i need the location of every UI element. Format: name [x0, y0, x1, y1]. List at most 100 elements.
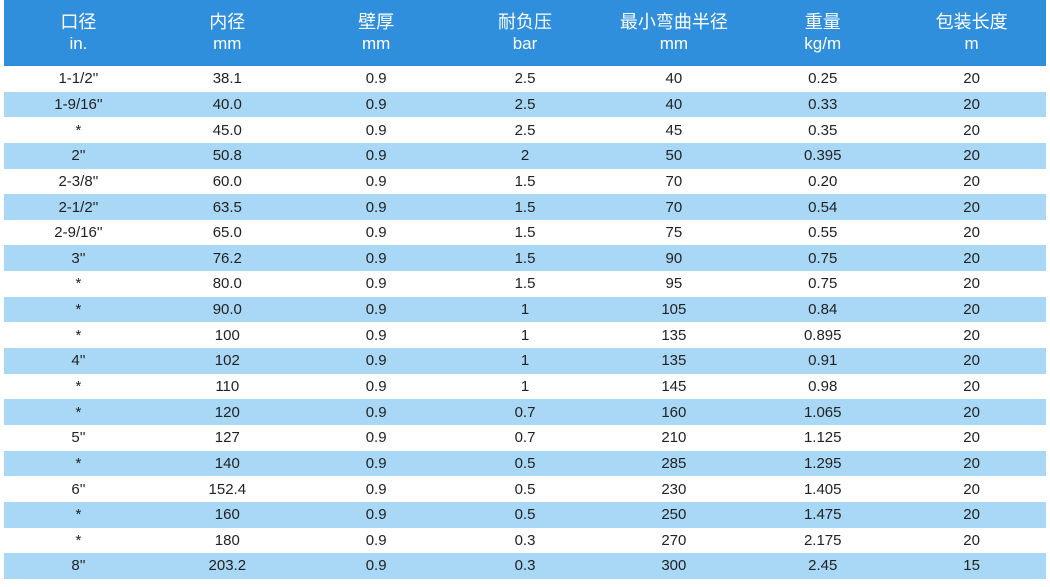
table-cell: 6''	[71, 480, 86, 498]
table-cell: 160	[214, 506, 240, 524]
table-cell: 2.5	[514, 95, 536, 113]
table-cell: 203.2	[208, 557, 247, 575]
table-cell: 0.9	[365, 147, 387, 165]
table-cell: 2	[520, 147, 530, 165]
spec-table: 口径 in. 内径 mm 壁厚 mm 耐负压 bar 最小弯曲半径 mm 重量 kg/m 包装长度 m 1…	[4, 0, 1046, 587]
table-cell: 285	[661, 454, 687, 472]
table-cell: *	[75, 301, 82, 319]
table-cell: 1.475	[803, 506, 842, 524]
table-row: 1-9/16'' 40.0 0.9 2.5 40 0.33 20	[4, 91, 1046, 118]
table-cell: 0.9	[365, 506, 387, 524]
table-row: 2-9/16'' 65.0 0.9 1.5 75 0.55 20	[4, 220, 1046, 246]
table-cell: 20	[963, 429, 980, 447]
column-unit: in.	[69, 34, 88, 53]
table-row: * 110 0.9 1 145 0.98 20	[4, 374, 1046, 400]
table-cell: 0.25	[808, 70, 838, 88]
table-cell: *	[75, 326, 82, 344]
table-cell: *	[75, 378, 82, 395]
table-cell: 0.9	[365, 480, 387, 498]
table-row: * 80.0 0.9 1.5 95 0.75 20	[4, 271, 1046, 297]
table-cell: 70	[665, 198, 683, 216]
table-cell: 4''	[71, 352, 86, 370]
column-label: 口径	[60, 12, 97, 32]
table-cell: 8''	[71, 557, 86, 575]
table-row: 3'' 76.2 0.9 1.5 90 0.75 20	[4, 245, 1046, 272]
table-cell: 1.5	[514, 198, 536, 216]
table-cell: 0.9	[365, 429, 387, 447]
table-cell: 40	[665, 95, 683, 113]
column-label: 壁厚	[358, 12, 395, 32]
table-cell: 1.5	[514, 172, 536, 190]
column-label: 内径	[209, 12, 246, 32]
column-label: 最小弯曲半径	[619, 12, 728, 32]
table-cell: 127	[214, 429, 240, 447]
table-cell: 45	[665, 121, 683, 139]
table-cell: 1.5	[514, 275, 536, 293]
table-cell: 0.895	[803, 326, 842, 344]
table-cell: 20	[963, 249, 980, 267]
table-cell: 110	[215, 378, 240, 395]
table-row: * 45.0 0.9 2.5 45 0.35 20	[4, 117, 1046, 143]
table-cell: 2-1/2''	[58, 198, 99, 216]
table-cell: 160	[661, 403, 687, 421]
table-cell: 250	[661, 506, 687, 524]
table-cell: 0.395	[803, 147, 842, 165]
table-row: 5'' 127 0.9 0.7 210 1.125 20	[4, 425, 1046, 451]
table-cell: 0.9	[365, 531, 387, 549]
table-row: 2-1/2'' 63.5 0.9 1.5 70 0.54 20	[4, 194, 1046, 220]
column-unit: mm	[213, 34, 242, 53]
table-cell: 1.5	[514, 224, 536, 242]
table-cell: 0.55	[808, 224, 838, 242]
table-cell: 80.0	[212, 275, 242, 293]
table-row: * 120 0.9 0.7 160 1.065 20	[4, 399, 1046, 425]
table-cell: 20	[963, 224, 980, 242]
table-cell: 0.35	[808, 121, 838, 139]
table-cell: 0.7	[514, 403, 536, 421]
column-unit: kg/m	[804, 34, 842, 53]
table-row: * 140 0.9 0.5 285 1.295 20	[4, 450, 1046, 477]
table-cell: 76.2	[212, 249, 242, 267]
table-cell: 70	[665, 172, 683, 190]
table-row: 1-1/2'' 38.1 0.9 2.5 40 0.25 20	[4, 66, 1046, 92]
table-cell: 0.9	[365, 403, 387, 421]
table-cell: 2-3/8''	[58, 172, 99, 190]
table-cell: *	[75, 506, 82, 524]
table-cell: 0.9	[365, 326, 387, 344]
table-cell: 120	[214, 403, 240, 421]
column-header: 最小弯曲半径 mm	[599, 0, 748, 66]
table-cell: 2.175	[803, 531, 842, 549]
table-row: 2-3/8'' 60.0 0.9 1.5 70 0.20 20	[4, 169, 1046, 195]
table-cell: 135	[661, 352, 687, 370]
table-cell: 2''	[71, 147, 86, 165]
table-cell: 40	[665, 70, 683, 88]
table-cell: 20	[963, 378, 980, 395]
table-cell: 0.54	[808, 198, 838, 216]
table-cell: 20	[963, 121, 980, 139]
table-cell: 0.9	[365, 275, 387, 293]
table-cell: *	[75, 275, 82, 293]
table-cell: 20	[963, 531, 980, 549]
table-cell: 0.9	[365, 121, 387, 139]
column-label: 耐负压	[498, 12, 552, 32]
table-cell: 0.9	[365, 352, 387, 370]
table-cell: 5''	[71, 429, 86, 447]
table-cell: *	[75, 454, 82, 472]
table-cell: 20	[963, 95, 980, 113]
column-header: 重量 kg/m	[748, 0, 897, 66]
table-cell: 1	[520, 352, 530, 370]
table-cell: 20	[963, 403, 980, 421]
table-cell: *	[75, 121, 82, 139]
column-header: 壁厚 mm	[302, 0, 451, 66]
table-cell: *	[75, 531, 82, 549]
table-cell: 1-9/16''	[54, 95, 103, 113]
table-cell: 100	[214, 326, 240, 344]
table-cell: 95	[665, 275, 683, 293]
column-header: 内径 mm	[153, 0, 302, 66]
table-cell: 102	[214, 352, 240, 370]
table-cell: 0.5	[514, 506, 536, 524]
table-cell: 90	[665, 249, 683, 267]
table-cell: 20	[963, 301, 980, 319]
table-cell: 1.295	[803, 454, 842, 472]
column-header: 耐负压 bar	[451, 0, 600, 66]
table-cell: 230	[661, 480, 687, 498]
